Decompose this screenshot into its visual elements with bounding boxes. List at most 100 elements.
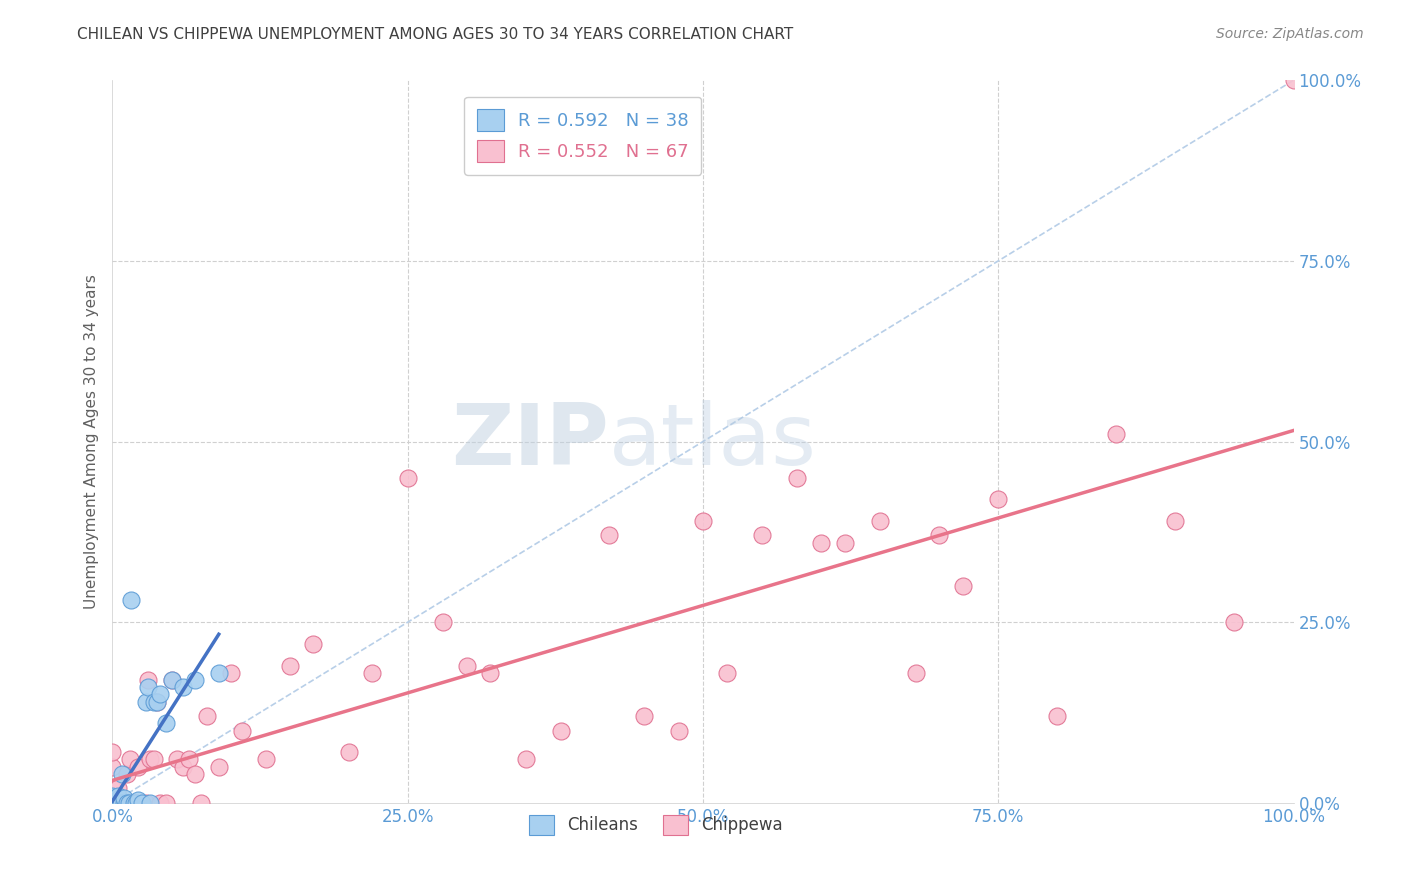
Point <box>208 760 231 774</box>
Point <box>101 745 124 759</box>
Point <box>105 796 128 810</box>
Point <box>131 796 153 810</box>
Point <box>142 752 165 766</box>
Point <box>131 796 153 810</box>
Point <box>179 752 201 766</box>
Point <box>115 767 138 781</box>
Point <box>149 796 172 810</box>
Point <box>112 796 135 810</box>
Point <box>108 796 131 810</box>
Point <box>127 760 149 774</box>
Text: atlas: atlas <box>609 400 817 483</box>
Point <box>952 579 974 593</box>
Point <box>135 796 157 810</box>
Point <box>928 528 950 542</box>
Point <box>668 723 690 738</box>
Point <box>1046 709 1069 723</box>
Point <box>869 514 891 528</box>
Point <box>396 470 419 484</box>
Point <box>118 796 141 810</box>
Point <box>136 673 159 687</box>
Point <box>456 658 478 673</box>
Point <box>101 794 124 808</box>
Point <box>136 680 159 694</box>
Point <box>105 796 128 810</box>
Point <box>834 535 856 549</box>
Point <box>231 723 253 738</box>
Point <box>716 665 738 680</box>
Point <box>166 752 188 766</box>
Point <box>101 796 124 810</box>
Point <box>120 593 142 607</box>
Point <box>550 723 572 738</box>
Point <box>110 796 132 810</box>
Point <box>302 637 325 651</box>
Point <box>120 752 142 766</box>
Point <box>278 658 301 673</box>
Point <box>101 790 124 805</box>
Point <box>432 615 454 630</box>
Point <box>195 709 218 723</box>
Point <box>101 760 124 774</box>
Point <box>515 752 537 766</box>
Point <box>155 716 177 731</box>
Point <box>987 492 1010 507</box>
Point <box>139 752 162 766</box>
Point <box>1282 73 1305 87</box>
Point <box>107 789 129 803</box>
Text: ZIP: ZIP <box>451 400 609 483</box>
Point <box>337 745 360 759</box>
Point <box>172 760 194 774</box>
Point <box>118 796 141 810</box>
Point <box>149 687 172 701</box>
Point <box>146 695 169 709</box>
Point <box>101 796 124 810</box>
Point <box>1223 615 1246 630</box>
Point <box>904 665 927 680</box>
Point <box>112 796 135 810</box>
Point <box>101 796 124 810</box>
Point <box>598 528 620 542</box>
Point <box>160 673 183 687</box>
Point <box>142 695 165 709</box>
Point <box>112 791 135 805</box>
Point <box>751 528 773 542</box>
Point <box>101 789 124 803</box>
Point <box>101 781 124 796</box>
Point <box>146 695 169 709</box>
Legend: Chileans, Chippewa: Chileans, Chippewa <box>519 805 793 845</box>
Text: Source: ZipAtlas.com: Source: ZipAtlas.com <box>1216 27 1364 41</box>
Point <box>115 796 138 810</box>
Point <box>125 796 148 810</box>
Point <box>184 673 207 687</box>
Point <box>479 665 502 680</box>
Point <box>105 796 128 810</box>
Point <box>139 796 162 810</box>
Point <box>786 470 808 484</box>
Point <box>190 796 212 810</box>
Point <box>101 790 124 805</box>
Point <box>1164 514 1187 528</box>
Point <box>633 709 655 723</box>
Point <box>160 673 183 687</box>
Point <box>107 792 129 806</box>
Text: CHILEAN VS CHIPPEWA UNEMPLOYMENT AMONG AGES 30 TO 34 YEARS CORRELATION CHART: CHILEAN VS CHIPPEWA UNEMPLOYMENT AMONG A… <box>77 27 793 42</box>
Point <box>155 796 177 810</box>
Point <box>101 796 124 810</box>
Point <box>810 535 832 549</box>
Point <box>1105 427 1128 442</box>
Point <box>127 793 149 807</box>
Point <box>101 796 124 810</box>
Point <box>101 796 124 810</box>
Point <box>208 665 231 680</box>
Point <box>692 514 714 528</box>
Point <box>361 665 384 680</box>
Point <box>105 794 128 808</box>
Point <box>101 792 124 806</box>
Point <box>184 767 207 781</box>
Point <box>101 794 124 808</box>
Y-axis label: Unemployment Among Ages 30 to 34 years: Unemployment Among Ages 30 to 34 years <box>83 274 98 609</box>
Point <box>122 796 145 810</box>
Point <box>172 680 194 694</box>
Point <box>125 796 148 810</box>
